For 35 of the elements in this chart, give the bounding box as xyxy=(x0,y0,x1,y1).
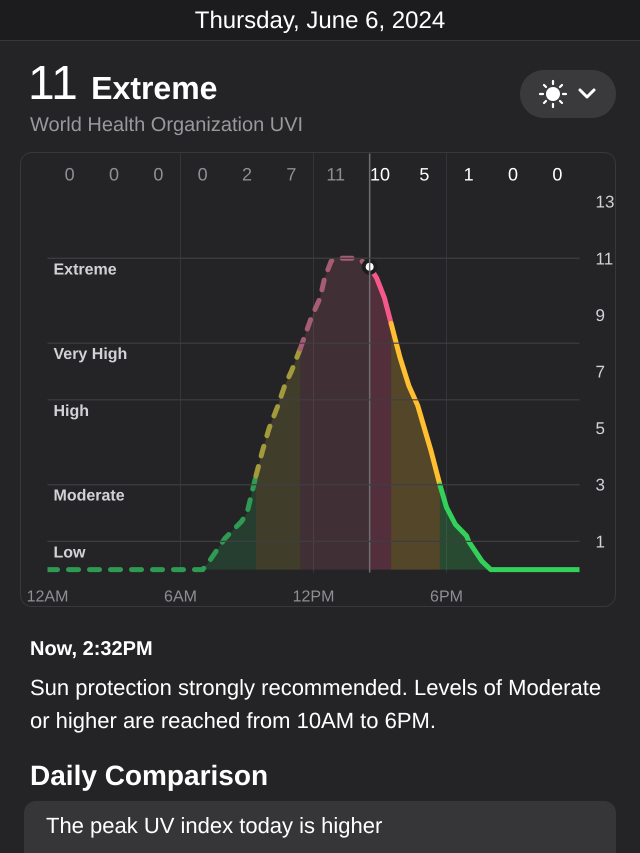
annotation: 0 xyxy=(552,164,562,184)
annotation: 7 xyxy=(286,164,296,184)
y-tick-label: 7 xyxy=(596,362,605,382)
ref-line-label: Very High xyxy=(54,346,128,364)
x-tick-label: 12PM xyxy=(292,588,334,606)
annotation: 0 xyxy=(198,164,208,184)
x-tick-label: 6AM xyxy=(164,588,197,606)
x-tick-label: 12AM xyxy=(26,588,68,606)
ref-line-label: High xyxy=(54,402,90,420)
text: Daily Comparison xyxy=(30,759,268,793)
y-tick-label: 3 xyxy=(596,476,605,495)
annotation: 0 xyxy=(108,164,120,184)
annotation: 2 xyxy=(242,164,252,184)
chart-title: 11 Extreme xyxy=(28,57,218,110)
annotation: 0 xyxy=(508,164,518,184)
text: The peak UV index today is higher xyxy=(46,813,382,839)
y-tick-label: 11 xyxy=(596,249,614,268)
y-tick-label: 1 xyxy=(596,532,605,552)
text: Now, 2:32PM xyxy=(30,637,153,661)
annotation: 0 xyxy=(153,164,164,184)
y-tick-label: 13 xyxy=(596,192,614,212)
chart-subtitle: World Health Organization UVI xyxy=(30,113,304,137)
x-tick-label: 6PM xyxy=(430,588,463,606)
annotation: 5 xyxy=(419,164,430,184)
ref-line-label: Low xyxy=(54,544,86,562)
y-tick-label: 5 xyxy=(596,419,605,438)
text: Thursday, June 6, 2024 xyxy=(194,7,446,35)
ref-line-label: Moderate xyxy=(54,488,125,505)
ref-line-label: Extreme xyxy=(54,261,117,278)
y-tick-label: 9 xyxy=(596,306,605,325)
annotation: 1 xyxy=(464,164,474,184)
annotation: 10 xyxy=(370,164,390,184)
text: Sun protection strongly recommended. Levels of Moderate or higher are reached from 10AM to 6PM. xyxy=(30,674,602,735)
annotation: 0 xyxy=(64,164,75,184)
annotation: 11 xyxy=(326,164,346,184)
